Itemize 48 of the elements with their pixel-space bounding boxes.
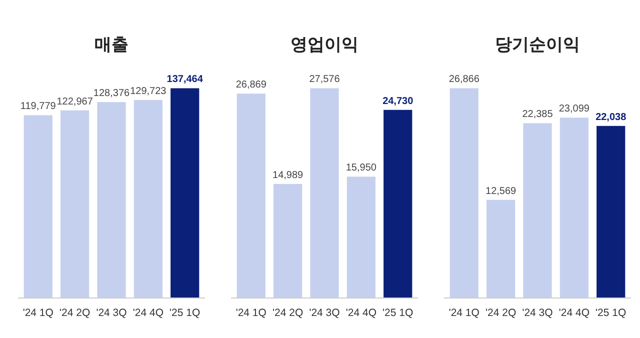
data-label: 119,779	[20, 101, 56, 112]
data-label: 24,730	[382, 96, 414, 107]
bar	[134, 100, 162, 298]
data-label: 27,576	[309, 74, 340, 86]
bar	[596, 126, 626, 298]
bar	[24, 115, 52, 298]
bar	[450, 88, 478, 298]
data-label: 137,464	[166, 74, 204, 86]
x-tick-label: '24 2Q	[486, 307, 516, 319]
x-tick-label: '24 4Q	[346, 307, 376, 319]
data-label: 129,723	[130, 86, 167, 98]
bar	[560, 118, 588, 298]
bar	[97, 102, 126, 298]
x-tick-label: '24 3Q	[522, 307, 553, 319]
data-label: 22,038	[596, 112, 627, 123]
chart-title: 영업이익	[290, 35, 358, 55]
bar	[274, 184, 302, 298]
bar	[310, 88, 339, 298]
bar	[384, 110, 412, 298]
chart-title: 당기순이익	[495, 35, 580, 55]
x-tick-label: '25 1Q	[596, 307, 626, 319]
bar	[236, 94, 266, 298]
data-label: 22,385	[522, 109, 554, 120]
bar	[60, 110, 90, 298]
x-tick-label: '24 2Q	[60, 307, 90, 319]
data-label: 23,099	[558, 104, 590, 115]
bar	[523, 123, 552, 298]
data-label: 12,569	[486, 186, 517, 197]
x-tick-label: '25 1Q	[170, 307, 200, 319]
bar	[346, 176, 376, 298]
x-tick-label: '24 1Q	[448, 307, 480, 319]
data-label: 128,376	[93, 88, 130, 100]
x-tick-label: '24 2Q	[272, 307, 304, 319]
bar	[486, 200, 516, 298]
x-tick-label: '24 1Q	[236, 307, 266, 319]
data-label: 26,866	[448, 74, 480, 86]
data-label: 26,869	[236, 80, 267, 91]
data-label: 14,989	[272, 170, 304, 181]
bar	[170, 88, 200, 298]
x-tick-label: '24 4Q	[132, 307, 164, 319]
x-tick-label: '24 3Q	[96, 307, 127, 319]
x-tick-label: '24 3Q	[309, 307, 340, 319]
data-label: 15,950	[346, 162, 377, 174]
x-tick-label: '24 1Q	[22, 307, 54, 319]
data-label: 122,967	[56, 96, 94, 108]
chart-title: 매출	[94, 35, 128, 55]
x-tick-label: '25 1Q	[382, 307, 414, 319]
x-tick-label: '24 4Q	[558, 307, 590, 319]
